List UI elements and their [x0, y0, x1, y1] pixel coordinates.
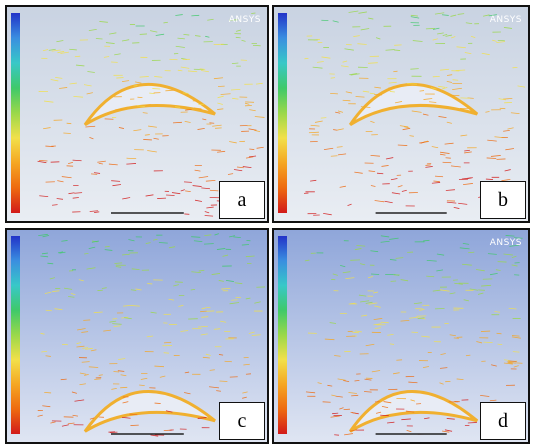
panel-label: b [480, 181, 526, 219]
vector [330, 93, 338, 94]
vector [380, 415, 389, 416]
vector [44, 392, 51, 393]
vector [200, 69, 206, 70]
colorbar [11, 236, 20, 434]
vector [236, 37, 241, 38]
vector [425, 165, 430, 166]
vector [481, 331, 490, 332]
panel-c: c [5, 228, 269, 444]
vector [468, 422, 477, 423]
logo: ANSYS [490, 238, 522, 248]
vector [75, 56, 80, 57]
vector [169, 59, 177, 60]
panel-a: ANSYS a [5, 5, 269, 223]
vector [443, 162, 452, 163]
vector [331, 78, 335, 79]
logo: ANSYS [229, 15, 261, 25]
panel-label: d [480, 402, 526, 440]
colorbar [278, 236, 287, 434]
colorbar [11, 13, 20, 213]
colorbar [278, 13, 287, 213]
vector [393, 71, 397, 72]
panel-label: c [219, 402, 265, 440]
vector [498, 344, 503, 345]
vector [134, 86, 138, 87]
panel-d: ANSYS d [272, 228, 530, 444]
vector [398, 145, 407, 146]
vector [332, 413, 338, 414]
vector [231, 300, 237, 301]
vector [116, 78, 123, 79]
vector [483, 342, 492, 343]
vector [173, 122, 182, 123]
page: ANSYS a ANSYS b c ANSYS d (() => { const… [0, 0, 534, 447]
vector [371, 274, 379, 275]
vector [407, 84, 417, 85]
vector [420, 91, 424, 92]
panel-b: ANSYS b [272, 5, 530, 223]
vector [155, 403, 161, 404]
vector [225, 361, 232, 362]
logo: ANSYS [490, 15, 522, 25]
vector [249, 149, 254, 150]
vector [140, 34, 147, 35]
vector [63, 133, 70, 134]
vector [61, 379, 67, 380]
vector [390, 344, 394, 345]
vector [486, 179, 493, 180]
vector [45, 146, 53, 147]
vector [67, 123, 72, 124]
vector [508, 361, 516, 362]
vector [219, 381, 227, 382]
vector [52, 205, 58, 206]
panel-label: a [219, 181, 265, 219]
